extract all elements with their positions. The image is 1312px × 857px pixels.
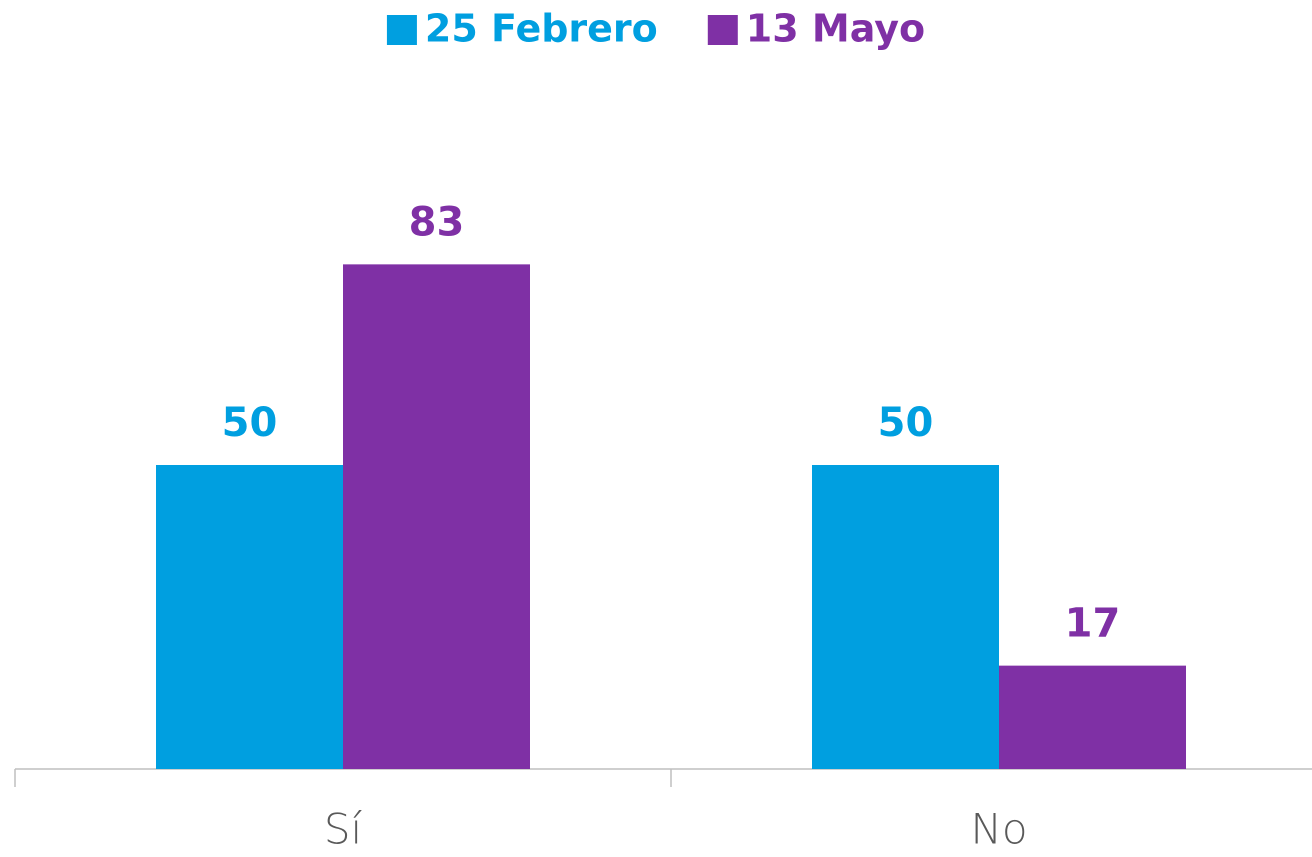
- bar: [812, 465, 999, 769]
- bar: [999, 665, 1186, 769]
- x-tick-label: Sí: [324, 805, 363, 854]
- legend-swatch: [386, 15, 417, 45]
- value-label: 83: [409, 199, 465, 245]
- x-tick-label: No: [970, 805, 1027, 854]
- value-label: 50: [878, 400, 934, 446]
- bar: [343, 264, 530, 769]
- value-label: 17: [1065, 601, 1121, 647]
- value-label: 50: [222, 400, 278, 446]
- legend-label: 25 Febrero: [425, 7, 658, 51]
- legend-swatch: [707, 15, 738, 45]
- legend-label: 13 Mayo: [746, 7, 925, 51]
- bar: [156, 465, 343, 769]
